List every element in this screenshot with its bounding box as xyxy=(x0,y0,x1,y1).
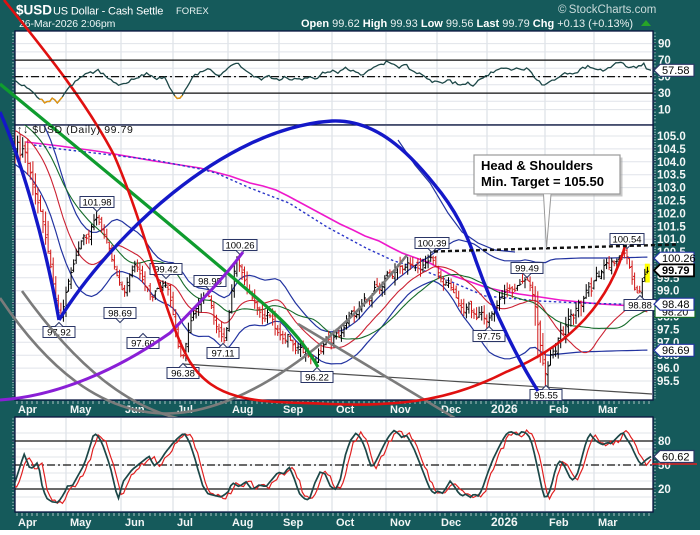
svg-text:100.26: 100.26 xyxy=(662,253,696,265)
svg-text:95.5: 95.5 xyxy=(657,376,680,388)
svg-text:80: 80 xyxy=(658,436,671,448)
svg-text:101.98: 101.98 xyxy=(82,198,111,209)
svg-text:99.49: 99.49 xyxy=(515,264,539,275)
svg-text:30: 30 xyxy=(658,88,671,100)
svg-text:US Dollar - Cash Settle: US Dollar - Cash Settle xyxy=(53,6,163,18)
svg-text:99.79: 99.79 xyxy=(662,265,690,277)
svg-text:97.60: 97.60 xyxy=(131,339,155,350)
svg-text:100.39: 100.39 xyxy=(417,239,446,250)
svg-text:20: 20 xyxy=(658,484,671,496)
svg-text:Nov: Nov xyxy=(390,404,412,416)
svg-text:96.38: 96.38 xyxy=(171,369,195,380)
svg-text:Mar: Mar xyxy=(598,517,618,529)
svg-text:↑↓ $USD (Daily) 99.79: ↑↓ $USD (Daily) 99.79 xyxy=(17,124,133,136)
svg-text:97.92: 97.92 xyxy=(47,328,71,339)
svg-text:Mar: Mar xyxy=(598,404,618,416)
svg-text:Min. Target = 105.50: Min. Target = 105.50 xyxy=(481,174,604,189)
svg-text:98.95: 98.95 xyxy=(198,277,222,288)
svg-text:Jul: Jul xyxy=(177,517,193,529)
svg-text:99.0: 99.0 xyxy=(657,286,679,298)
svg-text:FOREX: FOREX xyxy=(176,6,209,17)
svg-text:2026: 2026 xyxy=(491,402,518,416)
svg-text:101.0: 101.0 xyxy=(657,234,686,246)
svg-text:Oct: Oct xyxy=(336,404,355,416)
svg-text:May: May xyxy=(70,517,92,529)
svg-text:105.0: 105.0 xyxy=(657,131,686,143)
svg-text:$USD: $USD xyxy=(16,3,52,18)
svg-text:97.75: 97.75 xyxy=(477,332,501,343)
svg-text:98.88: 98.88 xyxy=(628,301,652,312)
svg-text:© StockCharts.com: © StockCharts.com xyxy=(558,4,656,16)
svg-text:103.0: 103.0 xyxy=(657,183,686,195)
svg-text:Jun: Jun xyxy=(125,517,145,529)
svg-text:96.22: 96.22 xyxy=(305,373,329,384)
svg-text:Aug: Aug xyxy=(232,517,253,529)
svg-text:Open 99.62 High 99.93 Low 99.5: Open 99.62 High 99.93 Low 99.56 Last 99.… xyxy=(301,18,633,30)
svg-text:96.69: 96.69 xyxy=(662,345,690,357)
svg-text:104.0: 104.0 xyxy=(657,157,686,169)
svg-text:60.62: 60.62 xyxy=(662,451,690,463)
svg-text:57.58: 57.58 xyxy=(662,65,690,77)
svg-text:102.5: 102.5 xyxy=(657,195,686,207)
svg-text:99.42: 99.42 xyxy=(154,265,178,276)
svg-text:2026: 2026 xyxy=(491,515,518,529)
svg-text:95.55: 95.55 xyxy=(534,391,558,402)
svg-text:102.0: 102.0 xyxy=(657,208,686,220)
svg-text:Apr: Apr xyxy=(18,517,38,529)
svg-text:100.54: 100.54 xyxy=(612,235,641,246)
svg-text:104.5: 104.5 xyxy=(657,144,686,156)
svg-text:Head & Shoulders: Head & Shoulders xyxy=(481,158,593,173)
svg-text:Sep: Sep xyxy=(283,404,303,416)
svg-text:Aug: Aug xyxy=(232,404,253,416)
svg-text:Nov: Nov xyxy=(390,517,412,529)
svg-text:101.5: 101.5 xyxy=(657,221,686,233)
svg-text:Sep: Sep xyxy=(283,517,303,529)
svg-text:97.5: 97.5 xyxy=(657,324,680,336)
svg-text:May: May xyxy=(70,404,92,416)
svg-text:Feb: Feb xyxy=(549,404,569,416)
svg-text:Dec: Dec xyxy=(441,517,461,529)
svg-text:Oct: Oct xyxy=(336,517,355,529)
svg-text:26-Mar-2026 2:06pm: 26-Mar-2026 2:06pm xyxy=(19,18,116,30)
svg-text:Feb: Feb xyxy=(549,517,569,529)
svg-text:100.26: 100.26 xyxy=(225,241,254,252)
svg-text:90: 90 xyxy=(658,39,671,51)
svg-text:Dec: Dec xyxy=(441,404,461,416)
svg-text:98.48: 98.48 xyxy=(662,299,690,311)
svg-text:10: 10 xyxy=(658,105,671,117)
svg-text:97.11: 97.11 xyxy=(211,349,234,360)
svg-text:103.5: 103.5 xyxy=(657,170,686,182)
svg-text:96.0: 96.0 xyxy=(657,363,679,375)
svg-text:98.69: 98.69 xyxy=(108,309,132,320)
svg-text:Apr: Apr xyxy=(18,404,38,416)
